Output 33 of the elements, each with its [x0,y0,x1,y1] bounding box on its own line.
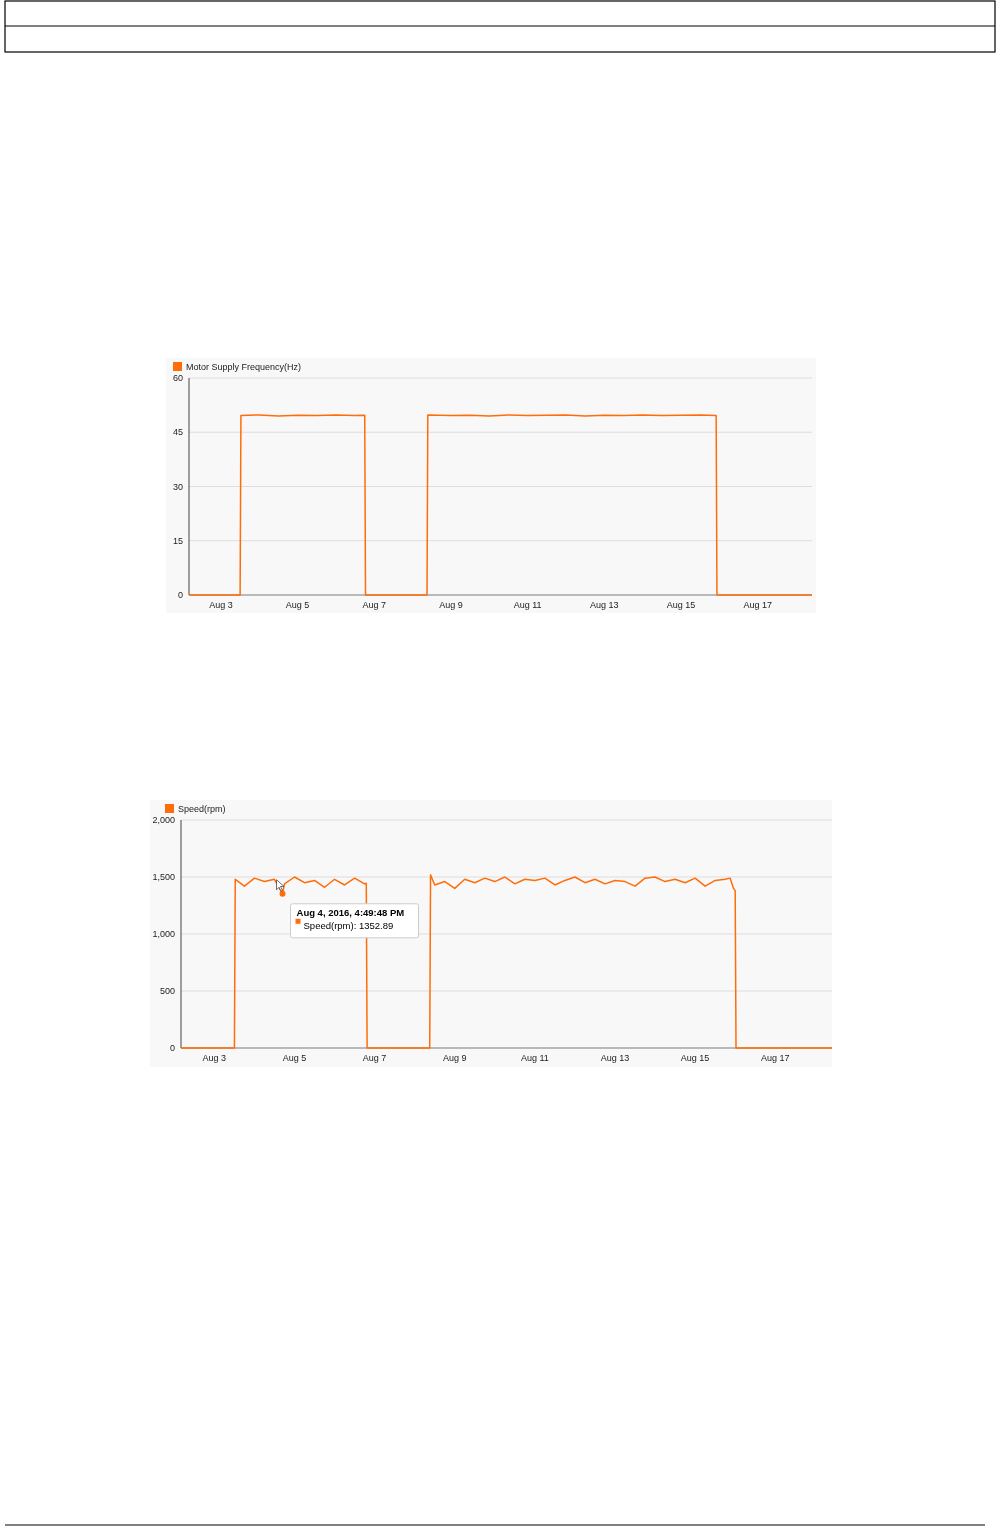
x-tick-label: Aug 9 [439,600,463,610]
x-tick-label: Aug 3 [209,600,233,610]
y-tick-label: 60 [172,373,183,384]
x-tick-label: Aug 17 [760,1053,790,1063]
x-tick-label: Aug 11 [520,1053,549,1063]
y-tick-label: 1,000 [152,929,175,940]
line-series [180,873,833,1049]
y-tick-label: 15 [172,535,183,546]
legend-label: Speed(rpm) [178,804,226,814]
tooltip: Aug 4, 2016, 4:49:48 PM Speed(rpm): 1352.89 [290,903,419,939]
legend-label: Motor Supply Frequency(Hz) [186,362,302,372]
y-tick-label: 1,500 [152,872,175,883]
x-tick-label: Aug 7 [362,1053,387,1063]
x-tick-label: Aug 5 [282,1053,307,1063]
x-tick-label: Aug 13 [600,1053,630,1063]
annotation: Speed(rpm): 1352.89 [303,919,394,931]
y-tick-label: 500 [159,986,175,997]
line-series [188,414,813,596]
x-tick-label: Aug 17 [743,600,772,610]
y-tick-label: 0 [169,1043,175,1054]
y-tick-label: 2,000 [152,815,175,826]
x-tick-label: Aug 11 [513,600,542,610]
y-tick-label: 30 [172,481,183,492]
y-tick-label: 45 [172,427,183,438]
x-tick-label: Aug 5 [285,600,310,610]
y-tick-label: 0 [177,590,183,601]
annotation: Aug 4, 2016, 4:49:48 PM [296,906,405,918]
x-tick-label: Aug 3 [202,1053,227,1063]
x-tick-label: Aug 7 [362,600,387,610]
x-tick-label: Aug 15 [680,1053,710,1063]
x-tick-label: Aug 15 [666,600,696,610]
x-tick-label: Aug 9 [442,1053,467,1063]
x-tick-label: Aug 13 [590,600,619,610]
